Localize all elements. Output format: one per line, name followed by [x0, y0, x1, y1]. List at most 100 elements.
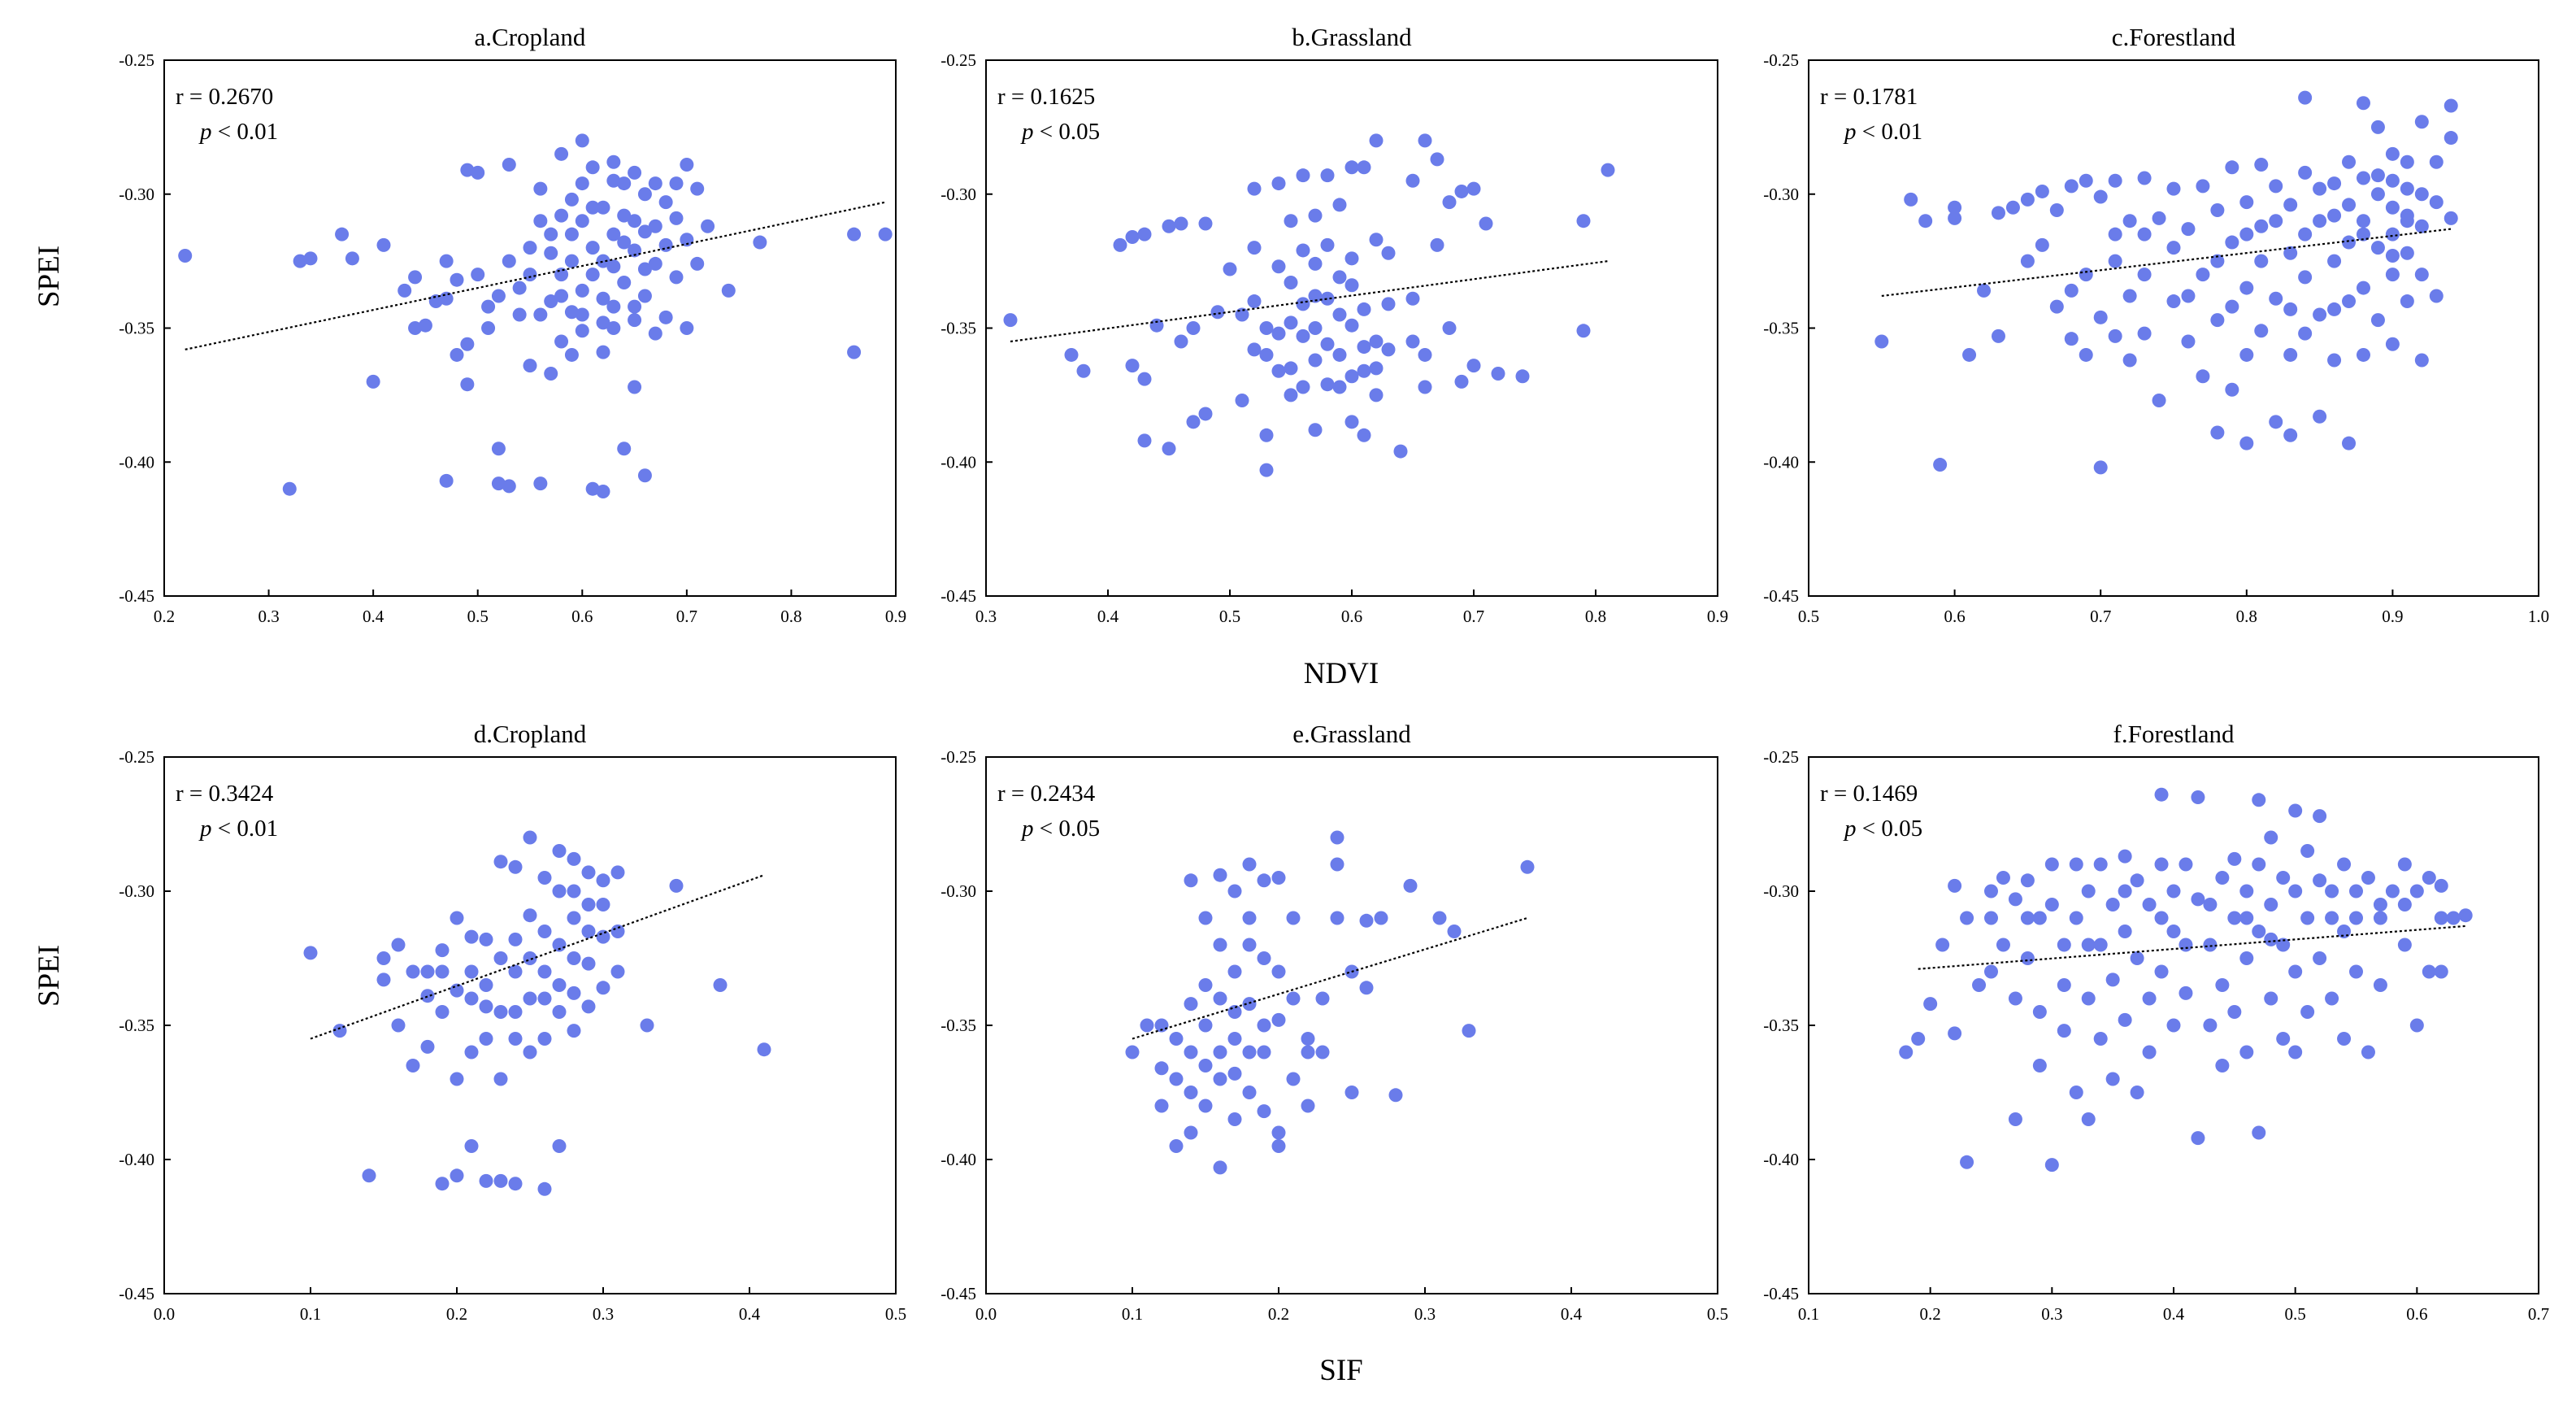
data-point	[2444, 131, 2458, 146]
data-point	[2081, 991, 2096, 1006]
data-point	[1984, 911, 1998, 925]
data-point	[1991, 206, 2005, 220]
data-point	[2356, 214, 2370, 228]
data-point	[2254, 219, 2269, 233]
x-tick-label: 0.7	[676, 607, 697, 626]
data-point	[391, 1018, 406, 1033]
data-point	[1271, 176, 1286, 191]
data-point	[420, 1039, 435, 1054]
data-point	[2020, 951, 2035, 965]
data-point	[502, 479, 516, 494]
data-point	[481, 321, 496, 335]
data-point	[1284, 388, 1298, 402]
data-point	[690, 181, 705, 196]
correlation-r-label: r = 0.2670	[176, 84, 273, 110]
data-point	[1296, 168, 1310, 183]
data-point	[508, 964, 523, 979]
y-tick-label: -0.40	[1763, 452, 1799, 472]
data-point	[2264, 830, 2278, 845]
data-point	[575, 283, 589, 298]
data-point	[1332, 347, 1347, 362]
data-point	[471, 165, 485, 180]
data-point	[2385, 146, 2400, 161]
significance-p-label: p < 0.01	[198, 816, 278, 842]
data-point	[1369, 133, 1384, 148]
data-point	[293, 254, 307, 268]
data-point	[1996, 938, 2010, 952]
p-symbol: p	[1020, 816, 1034, 842]
data-point	[391, 938, 406, 952]
trend-line	[310, 874, 765, 1040]
data-point	[2434, 911, 2448, 925]
data-point	[1418, 380, 1432, 394]
data-point	[1466, 181, 1481, 196]
data-point	[303, 946, 318, 960]
data-point	[1933, 458, 1948, 472]
y-tick-label: -0.30	[940, 881, 976, 901]
data-point	[2444, 98, 2458, 113]
data-point	[1296, 380, 1310, 394]
data-point	[1357, 160, 1371, 175]
data-point	[2032, 1005, 2047, 1019]
data-point	[1137, 372, 1152, 386]
data-point	[596, 254, 610, 268]
data-point	[464, 1045, 479, 1059]
data-point	[2118, 849, 2132, 864]
y-tick-label: -0.40	[1763, 1150, 1799, 1169]
data-point	[1064, 347, 1079, 362]
data-point	[2118, 1012, 2132, 1027]
data-point	[606, 154, 621, 169]
row1-xlabel: NDVI	[1304, 657, 1379, 690]
data-point	[606, 299, 621, 314]
data-point	[2137, 171, 2152, 185]
data-point	[1257, 1045, 1271, 1059]
data-point	[2397, 898, 2412, 912]
data-point	[648, 219, 662, 233]
x-tick-label: 0.3	[1414, 1304, 1436, 1324]
x-tick-label: 0.6	[1341, 607, 1362, 626]
row2-xlabel: SIF	[1319, 1354, 1362, 1387]
data-point	[1418, 347, 1432, 362]
data-point	[1315, 1045, 1330, 1059]
data-point	[2400, 154, 2414, 169]
data-point	[2064, 283, 2079, 298]
data-point	[2400, 246, 2414, 260]
data-point	[1296, 297, 1310, 311]
x-tick-label: 0.5	[1798, 607, 1819, 626]
data-point	[1271, 1012, 1286, 1027]
data-point	[2049, 299, 2064, 314]
data-point	[1213, 938, 1227, 952]
correlation-r-label: r = 0.3424	[176, 781, 274, 807]
data-point	[2069, 1086, 2083, 1099]
data-point	[2137, 326, 2152, 341]
p-value: < 0.01	[1857, 119, 1923, 145]
data-point	[2239, 227, 2254, 241]
scatter-panel-6: f.Forestland -0.25 -0.30 -0.35 -0.40 -0.450.1…	[1763, 720, 2549, 1324]
data-point	[2081, 884, 2096, 898]
data-point	[450, 272, 464, 287]
data-point	[2414, 353, 2429, 368]
data-point	[2191, 892, 2205, 907]
data-point	[596, 291, 610, 306]
trend-line	[185, 201, 886, 350]
data-point	[1466, 359, 1481, 373]
data-point	[2342, 235, 2357, 250]
data-point	[345, 251, 359, 266]
data-point	[2118, 884, 2132, 898]
data-point	[2210, 254, 2225, 268]
data-point	[669, 211, 684, 225]
data-point	[1186, 321, 1201, 335]
data-point	[1948, 211, 1962, 225]
data-point	[1125, 229, 1140, 244]
x-tick-label: 0.5	[1219, 607, 1240, 626]
data-point	[606, 321, 621, 335]
data-point	[2005, 200, 2020, 215]
data-point	[418, 318, 432, 333]
y-tick-label: -0.35	[1763, 319, 1799, 338]
data-point	[2313, 181, 2327, 196]
data-point	[1113, 237, 1127, 252]
data-point	[1332, 307, 1347, 322]
data-point	[544, 227, 558, 241]
data-point	[544, 294, 558, 309]
p-value: < 0.01	[212, 119, 279, 145]
